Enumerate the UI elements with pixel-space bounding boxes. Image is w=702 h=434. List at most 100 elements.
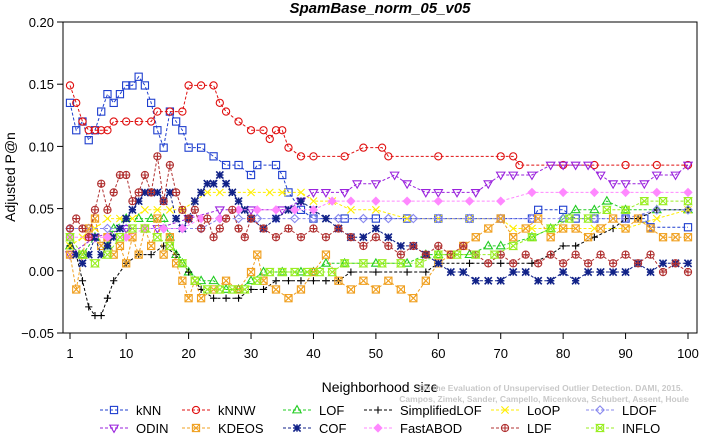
data-point-simplifiedlof xyxy=(85,303,93,311)
data-point-ldf xyxy=(658,267,668,277)
legend-item-simplifiedlof: SimplifiedLOF xyxy=(364,403,482,418)
data-point-ldf xyxy=(546,250,555,259)
data-point-fastabod xyxy=(158,223,169,234)
data-point-fastabod xyxy=(177,223,188,234)
data-point-ldf xyxy=(134,188,143,197)
data-point-odin xyxy=(370,180,382,190)
data-point-inflo xyxy=(414,259,425,268)
data-point-simplifiedlof xyxy=(272,277,280,285)
data-point-inflo xyxy=(639,196,650,206)
data-point-odin xyxy=(214,206,225,216)
data-point-kdeos xyxy=(134,250,143,259)
data-point-knnw xyxy=(78,117,87,126)
data-point-lof xyxy=(164,231,176,241)
data-point-kdeos xyxy=(534,214,543,223)
data-point-ldf xyxy=(221,214,231,223)
data-point-knn xyxy=(153,126,162,135)
data-point-ldf xyxy=(140,170,150,180)
data-point-odin xyxy=(433,188,444,198)
data-point-lof xyxy=(433,249,444,259)
data-point-cof xyxy=(509,267,518,277)
plot-frame xyxy=(62,21,698,334)
legend-item-lof: LOF xyxy=(283,403,344,418)
legend-label: LDOF xyxy=(622,403,657,418)
series-ldf xyxy=(65,152,693,277)
data-point-kdeos xyxy=(571,224,580,233)
data-point-ldof xyxy=(289,213,300,224)
data-point-inflo xyxy=(239,285,250,294)
data-point-loop xyxy=(346,205,355,214)
data-point-kdeos xyxy=(658,233,668,242)
data-point-inflo xyxy=(115,233,125,242)
data-point-knnw xyxy=(296,152,306,161)
legend-marker xyxy=(595,423,605,433)
data-point-loop xyxy=(309,197,318,206)
data-point-ldof xyxy=(383,213,394,224)
data-point-fastabod xyxy=(496,196,506,206)
data-point-odin xyxy=(351,180,363,190)
data-point-knnw xyxy=(196,81,206,90)
data-point-ldf xyxy=(78,224,87,233)
data-point-kdeos xyxy=(409,294,418,303)
data-point-inflo xyxy=(527,233,537,242)
data-point-cof xyxy=(284,205,293,215)
data-point-ldf xyxy=(559,259,568,268)
data-point-knnw xyxy=(271,126,281,135)
data-point-inflo xyxy=(377,259,388,268)
data-point-cof xyxy=(459,267,468,277)
data-point-ldf xyxy=(215,224,224,233)
data-point-kdeos xyxy=(546,233,555,242)
data-point-fastabod xyxy=(683,187,693,198)
data-point-ldf xyxy=(509,259,518,268)
series-line-lof xyxy=(69,200,688,290)
data-point-odin xyxy=(570,161,581,171)
data-point-ldf xyxy=(371,233,381,242)
data-point-kdeos xyxy=(671,233,680,242)
data-point-simplifiedlof xyxy=(403,268,411,276)
series-inflo xyxy=(65,196,693,294)
data-point-ldof xyxy=(683,204,693,215)
data-point-ldf xyxy=(159,196,168,206)
data-point-ldf xyxy=(240,233,249,242)
data-point-knn xyxy=(278,170,287,180)
data-point-fastabod xyxy=(346,196,356,206)
data-point-ldof xyxy=(464,213,475,224)
data-point-fastabod xyxy=(252,205,262,215)
data-point-kdeos xyxy=(608,214,618,223)
data-point-inflo xyxy=(277,267,288,277)
data-point-knn xyxy=(109,98,118,108)
data-point-fastabod xyxy=(589,187,600,198)
series-line-inflo xyxy=(69,200,688,290)
data-point-lof xyxy=(77,249,88,259)
data-point-odin xyxy=(526,171,538,181)
data-point-cof xyxy=(534,276,543,285)
data-point-ldof xyxy=(433,213,444,224)
data-point-odin xyxy=(245,206,257,216)
data-point-simplifiedlof xyxy=(465,259,474,267)
data-point-simplifiedlof xyxy=(559,242,567,250)
data-point-loop xyxy=(371,205,380,214)
data-point-ldf xyxy=(521,250,530,259)
data-point-cof xyxy=(190,196,200,206)
data-point-cof xyxy=(122,214,131,223)
data-point-inflo xyxy=(202,285,213,294)
data-point-odin xyxy=(545,161,556,171)
data-point-odin xyxy=(308,188,319,198)
x-tick-label: 60 xyxy=(431,346,445,361)
data-point-kdeos xyxy=(178,276,187,285)
chart-title: SpamBase_norm_05_v05 xyxy=(290,0,472,17)
legend-label: SimplifiedLOF xyxy=(400,403,482,418)
legend-marker xyxy=(191,405,201,415)
data-point-cof xyxy=(583,267,593,277)
data-point-ldf xyxy=(334,224,343,233)
data-point-ldf xyxy=(228,205,237,214)
data-point-cof xyxy=(90,233,100,242)
legend-label: LDF xyxy=(527,421,552,434)
data-point-odin xyxy=(277,206,288,216)
data-point-knnw xyxy=(284,143,293,152)
data-point-lof xyxy=(495,240,506,250)
data-point-knn xyxy=(122,81,131,90)
data-point-cof xyxy=(97,250,106,259)
data-point-inflo xyxy=(395,259,406,268)
